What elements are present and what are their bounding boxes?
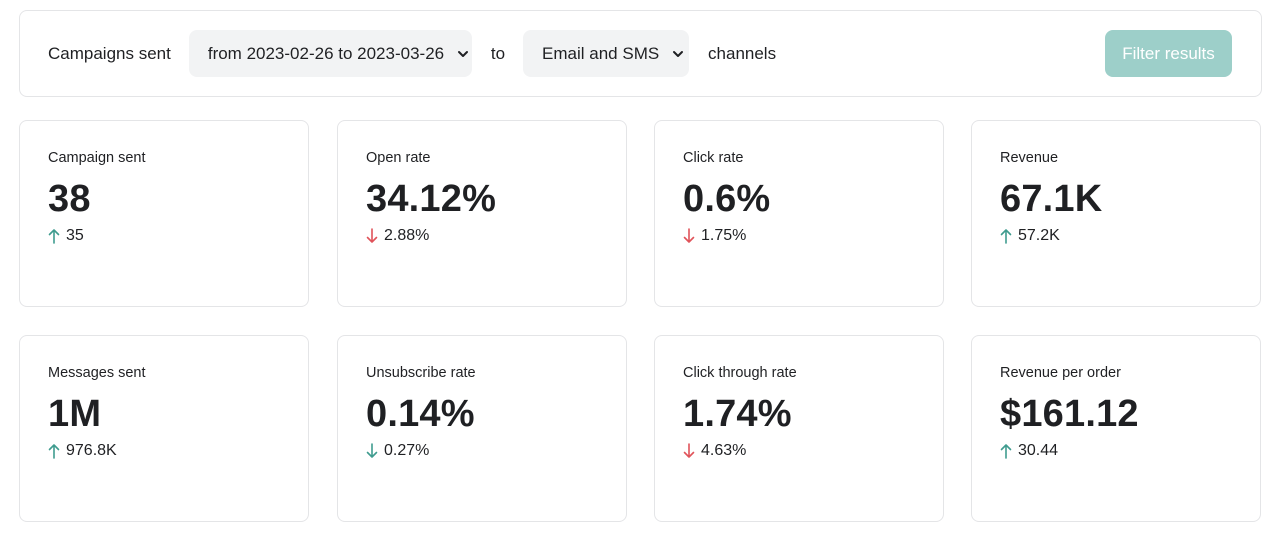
- metric-delta-value: 30.44: [1018, 442, 1059, 459]
- filter-to-label: to: [490, 43, 506, 63]
- metric-delta-value: 1.75%: [701, 227, 747, 244]
- metric-value: $161.12: [1000, 393, 1139, 435]
- metric-card: Campaign sent 38 35: [19, 120, 309, 307]
- metric-value: 1.74%: [683, 393, 792, 435]
- metric-delta-value: 57.2K: [1018, 227, 1060, 244]
- metric-label: Click rate: [683, 150, 744, 166]
- metric-delta: 4.63%: [683, 441, 915, 461]
- metric-value: 1M: [48, 393, 102, 435]
- metric-card: Open rate 34.12% 2.88%: [337, 120, 627, 307]
- metric-label: Click through rate: [683, 365, 797, 381]
- date-range-value: from 2023-02-26 to 2023-03-26: [207, 43, 445, 63]
- metric-card: Click through rate 1.74% 4.63%: [654, 335, 944, 522]
- filter-prefix-label: Campaigns sent: [48, 43, 171, 63]
- metric-delta-value: 35: [66, 227, 84, 244]
- metric-label: Revenue: [1000, 150, 1059, 166]
- metric-label: Messages sent: [48, 365, 146, 381]
- chevron-down-icon: [456, 47, 470, 61]
- metric-card: Unsubscribe rate 0.14% 0.27%: [337, 335, 627, 522]
- metric-delta: 57.2K: [1000, 226, 1232, 246]
- metric-card: Click rate 0.6% 1.75%: [654, 120, 944, 307]
- metric-delta: 976.8K: [48, 441, 280, 461]
- metric-value: 38: [48, 178, 91, 220]
- metric-delta: 30.44: [1000, 441, 1232, 461]
- channel-value: Email and SMS: [542, 43, 660, 63]
- arrow-down-icon: [366, 443, 378, 459]
- chevron-down-icon: [671, 47, 685, 61]
- metric-delta-value: 0.27%: [384, 442, 430, 459]
- metric-card: Revenue 67.1K 57.2K: [971, 120, 1261, 307]
- metric-label: Revenue per order: [1000, 365, 1121, 381]
- date-range-select[interactable]: from 2023-02-26 to 2023-03-26: [188, 30, 472, 77]
- arrow-up-icon: [1000, 228, 1012, 244]
- metric-value: 67.1K: [1000, 178, 1103, 220]
- metric-delta-value: 2.88%: [384, 227, 430, 244]
- arrow-up-icon: [48, 443, 60, 459]
- metric-delta: 35: [48, 226, 280, 246]
- metric-delta-value: 4.63%: [701, 442, 747, 459]
- metric-label: Unsubscribe rate: [366, 365, 476, 381]
- metric-delta-value: 976.8K: [66, 442, 117, 459]
- metric-delta: 0.27%: [366, 441, 598, 461]
- filter-bar: Campaigns sent from 2023-02-26 to 2023-0…: [19, 10, 1262, 97]
- arrow-up-icon: [1000, 443, 1012, 459]
- metric-label: Open rate: [366, 150, 431, 166]
- arrow-down-icon: [683, 228, 695, 244]
- metric-value: 34.12%: [366, 178, 497, 220]
- channel-select[interactable]: Email and SMS: [523, 30, 690, 77]
- arrow-up-icon: [48, 228, 60, 244]
- metric-card: Revenue per order $161.12 30.44: [971, 335, 1261, 522]
- metric-label: Campaign sent: [48, 150, 146, 166]
- metric-value: 0.6%: [683, 178, 771, 220]
- arrow-down-icon: [366, 228, 378, 244]
- metric-delta: 2.88%: [366, 226, 598, 246]
- metric-delta: 1.75%: [683, 226, 915, 246]
- metric-card: Messages sent 1M 976.8K: [19, 335, 309, 522]
- filter-results-button[interactable]: Filter results: [1105, 30, 1232, 77]
- filter-suffix-label: channels: [708, 43, 777, 63]
- metric-value: 0.14%: [366, 393, 475, 435]
- arrow-down-icon: [683, 443, 695, 459]
